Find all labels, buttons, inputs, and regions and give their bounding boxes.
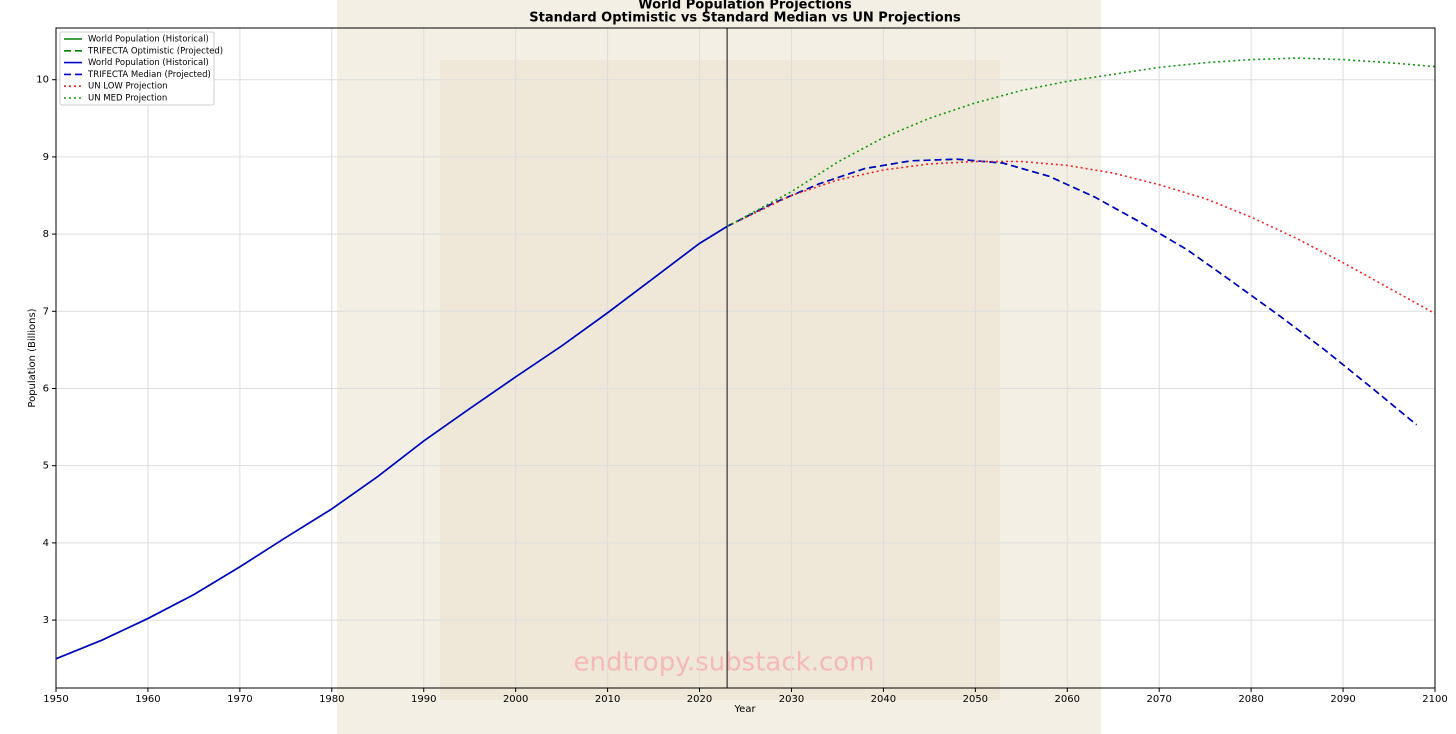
legend-label: World Population (Historical) <box>88 35 209 45</box>
legend-label: TRIFECTA Optimistic (Projected) <box>87 46 223 56</box>
x-tick-label: 1990 <box>411 694 436 705</box>
x-tick-label: 2060 <box>1055 694 1080 705</box>
series-line <box>726 158 1418 426</box>
x-tick-label: 2010 <box>595 694 620 705</box>
legend-label: UN MED Projection <box>88 94 167 104</box>
x-tick-label: 2000 <box>503 694 528 705</box>
y-axis-label: Population (Billions) <box>27 308 38 407</box>
y-tick-label: 3 <box>43 615 49 626</box>
x-tick-label: 2100 <box>1422 694 1447 705</box>
watermark: endtropy.substack.com <box>574 648 875 678</box>
x-tick-label: 2030 <box>779 694 804 705</box>
x-tick-label: 1980 <box>319 694 344 705</box>
y-tick-label: 5 <box>43 461 49 472</box>
y-tick-label: 8 <box>43 229 49 240</box>
legend-box <box>59 31 215 106</box>
y-tick-label: 10 <box>36 75 49 86</box>
x-tick-label: 2050 <box>963 694 988 705</box>
y-tick-label: 4 <box>43 538 49 549</box>
x-tick-label: 2080 <box>1238 694 1263 705</box>
legend-label: TRIFECTA Median (Projected) <box>87 70 211 80</box>
chart-subtitle: Standard Optimistic vs Standard Median v… <box>529 11 961 26</box>
x-tick-label: 2040 <box>871 694 896 705</box>
y-tick-label: 6 <box>43 383 49 394</box>
x-axis-label: Year <box>733 704 756 715</box>
x-tick-label: 1950 <box>43 694 68 705</box>
x-tick-label: 1960 <box>135 694 160 705</box>
chart-title: World Population Projections <box>638 0 852 13</box>
x-tick-label: 1970 <box>227 694 252 705</box>
series-line <box>726 57 1436 228</box>
legend-label: UN LOW Projection <box>88 82 168 92</box>
y-tick-label: 7 <box>43 306 49 317</box>
x-tick-label: 2070 <box>1146 694 1171 705</box>
x-tick-label: 2090 <box>1330 694 1355 705</box>
legend-label: World Population (Historical) <box>88 58 209 68</box>
plot-frame <box>55 27 1436 689</box>
y-tick-label: 9 <box>43 152 49 163</box>
temple-shape <box>440 60 1000 700</box>
x-tick-label: 2020 <box>687 694 712 705</box>
series-line <box>55 225 728 660</box>
